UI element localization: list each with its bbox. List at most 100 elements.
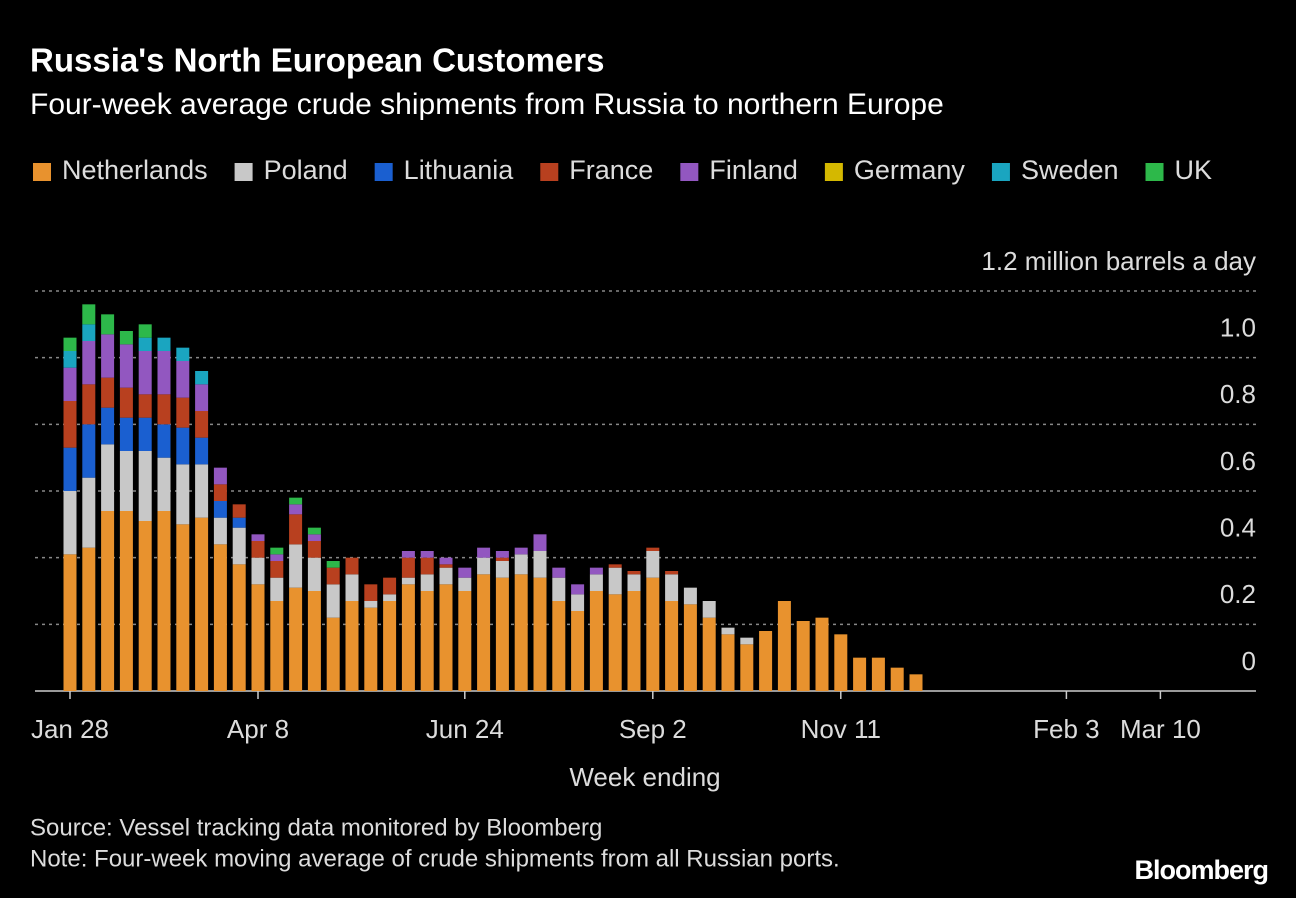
legend-label: Netherlands [62,155,208,185]
bar-segment [82,341,96,385]
bar-segment [157,424,171,458]
bar-segment [439,567,453,585]
bar-segment [533,551,547,578]
bar-segment [157,337,171,351]
bar-segment [232,527,246,565]
bar-segment [63,447,77,491]
bar-segment [101,444,115,511]
bar-segment [401,577,415,585]
bar-segment [495,561,509,578]
bar-segment [740,644,754,691]
bar-segment [157,457,171,511]
bar-segment [458,577,472,591]
bar-segment [195,411,209,438]
x-tick-label: Feb 3 [1033,714,1100,744]
bar-segment [119,344,133,388]
bar-segment [63,401,77,448]
bar-segment [232,564,246,691]
chart-title: Russia's North European Customers [30,42,604,79]
bar-segment [82,384,96,425]
bar-segment [383,594,397,601]
bar-segment [157,351,171,395]
bar-segment [552,601,566,691]
bar-segment [63,337,77,351]
bar-segment [176,464,190,525]
bar-segment [608,567,622,595]
legend-label: Sweden [1021,155,1119,185]
bar-segment [589,591,603,691]
bar-segment [777,601,791,691]
bar-segment [213,544,227,691]
bar-segment [195,384,209,411]
bar-segment [702,617,716,691]
bar-segment [176,361,190,398]
bar-segment [232,504,246,518]
bar-segment [608,594,622,691]
bar-segment [571,584,585,595]
bar-segment [383,577,397,595]
bar-segment [514,554,528,575]
bar-segment [364,584,378,601]
brand: Bloomberg [1134,855,1268,885]
bar-segment [646,547,660,551]
bar-segment [477,574,491,691]
bar-segment [514,574,528,691]
bar-segment [251,557,265,585]
legend-label: Poland [264,155,348,185]
bar-segment [326,567,340,585]
bar-segment [101,511,115,691]
bar-segment [871,657,885,691]
bar-segment [119,417,133,451]
bar-segment [138,337,152,351]
bar-segment [834,634,848,691]
bar-segment [176,524,190,691]
legend-swatch [540,163,559,181]
y-tick-label: 1.0 [1220,313,1256,343]
bar-segment [289,544,303,588]
bar-segment [439,584,453,691]
x-tick-label: Sep 2 [619,714,687,744]
legend-label: Lithuania [404,155,515,185]
bar-segment [571,611,585,691]
bar-segment [721,634,735,691]
bar-segment [364,607,378,691]
bar-segment [533,577,547,691]
bar-segment [495,551,509,558]
bar-segment [401,551,415,558]
y-tick-label: 1.2 million barrels a day [981,246,1256,276]
bar-segment [101,377,115,408]
bar-segment [420,574,434,591]
bar-segment [138,351,152,395]
bar-segment [119,387,133,418]
bar-segment [439,557,453,565]
bar-segment [307,527,321,535]
bar-segment [420,551,434,558]
bar-segment [307,534,321,541]
chart-subtitle: Four-week average crude shipments from R… [30,88,944,121]
legend-swatch [680,163,699,181]
bar-segment [289,497,303,505]
legend-label: Finland [709,155,798,185]
bar-segment [533,534,547,551]
bar-segment [157,394,171,425]
bar-segment [270,554,284,561]
bar-segment [420,557,434,575]
x-tick-label: Jun 24 [426,714,504,744]
y-tick-label: 0 [1242,646,1256,676]
bar-segment [119,451,133,511]
bar-segment [176,397,190,428]
bar-segment [307,591,321,691]
y-tick-label: 0.4 [1220,513,1256,543]
bar-segment [82,477,96,548]
bar-segment [101,407,115,445]
bar-segment [608,564,622,568]
bar-segment [458,591,472,691]
legend-swatch [33,163,51,181]
bar-segment [119,511,133,691]
bar-segment [571,594,585,611]
bar-segment [138,394,152,418]
bar-segment [101,334,115,378]
bar-segment [195,437,209,465]
